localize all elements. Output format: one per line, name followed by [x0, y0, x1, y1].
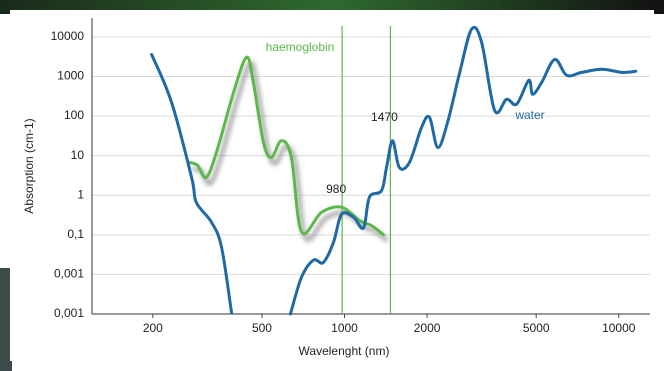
- y-tick-label: 1: [77, 187, 84, 201]
- y-tick-label: 1000: [57, 69, 84, 83]
- series-line: [187, 55, 385, 237]
- annotation-label: 980: [326, 182, 346, 196]
- y-tick-label: 10000: [51, 29, 85, 43]
- series-label: haemoglobin: [266, 40, 335, 54]
- annotation-label: 1470: [371, 110, 398, 124]
- panel: [10, 10, 654, 361]
- series-line: [288, 25, 638, 316]
- x-tick-label: 10000: [602, 321, 636, 335]
- y-tick-label: 100: [64, 108, 84, 122]
- y-tick-label: 0,1: [67, 227, 84, 241]
- y-tick-label: 10: [71, 148, 85, 162]
- x-tick-label: 1000: [331, 321, 358, 335]
- x-axis-label: Wavelenght (nm): [299, 344, 390, 358]
- x-tick-label: 500: [252, 321, 272, 335]
- y-tick-label: 0,001: [54, 267, 84, 281]
- x-tick-label: 5000: [523, 321, 550, 335]
- side-band: [0, 268, 12, 371]
- x-tick-label: 2000: [414, 321, 441, 335]
- x-tick-label: 200: [143, 321, 163, 335]
- series-label: water: [514, 108, 544, 122]
- series-line: [150, 53, 233, 314]
- y-tick-label: 0,001: [54, 306, 84, 320]
- y-axis-label: Absorption (cm-1): [22, 118, 36, 213]
